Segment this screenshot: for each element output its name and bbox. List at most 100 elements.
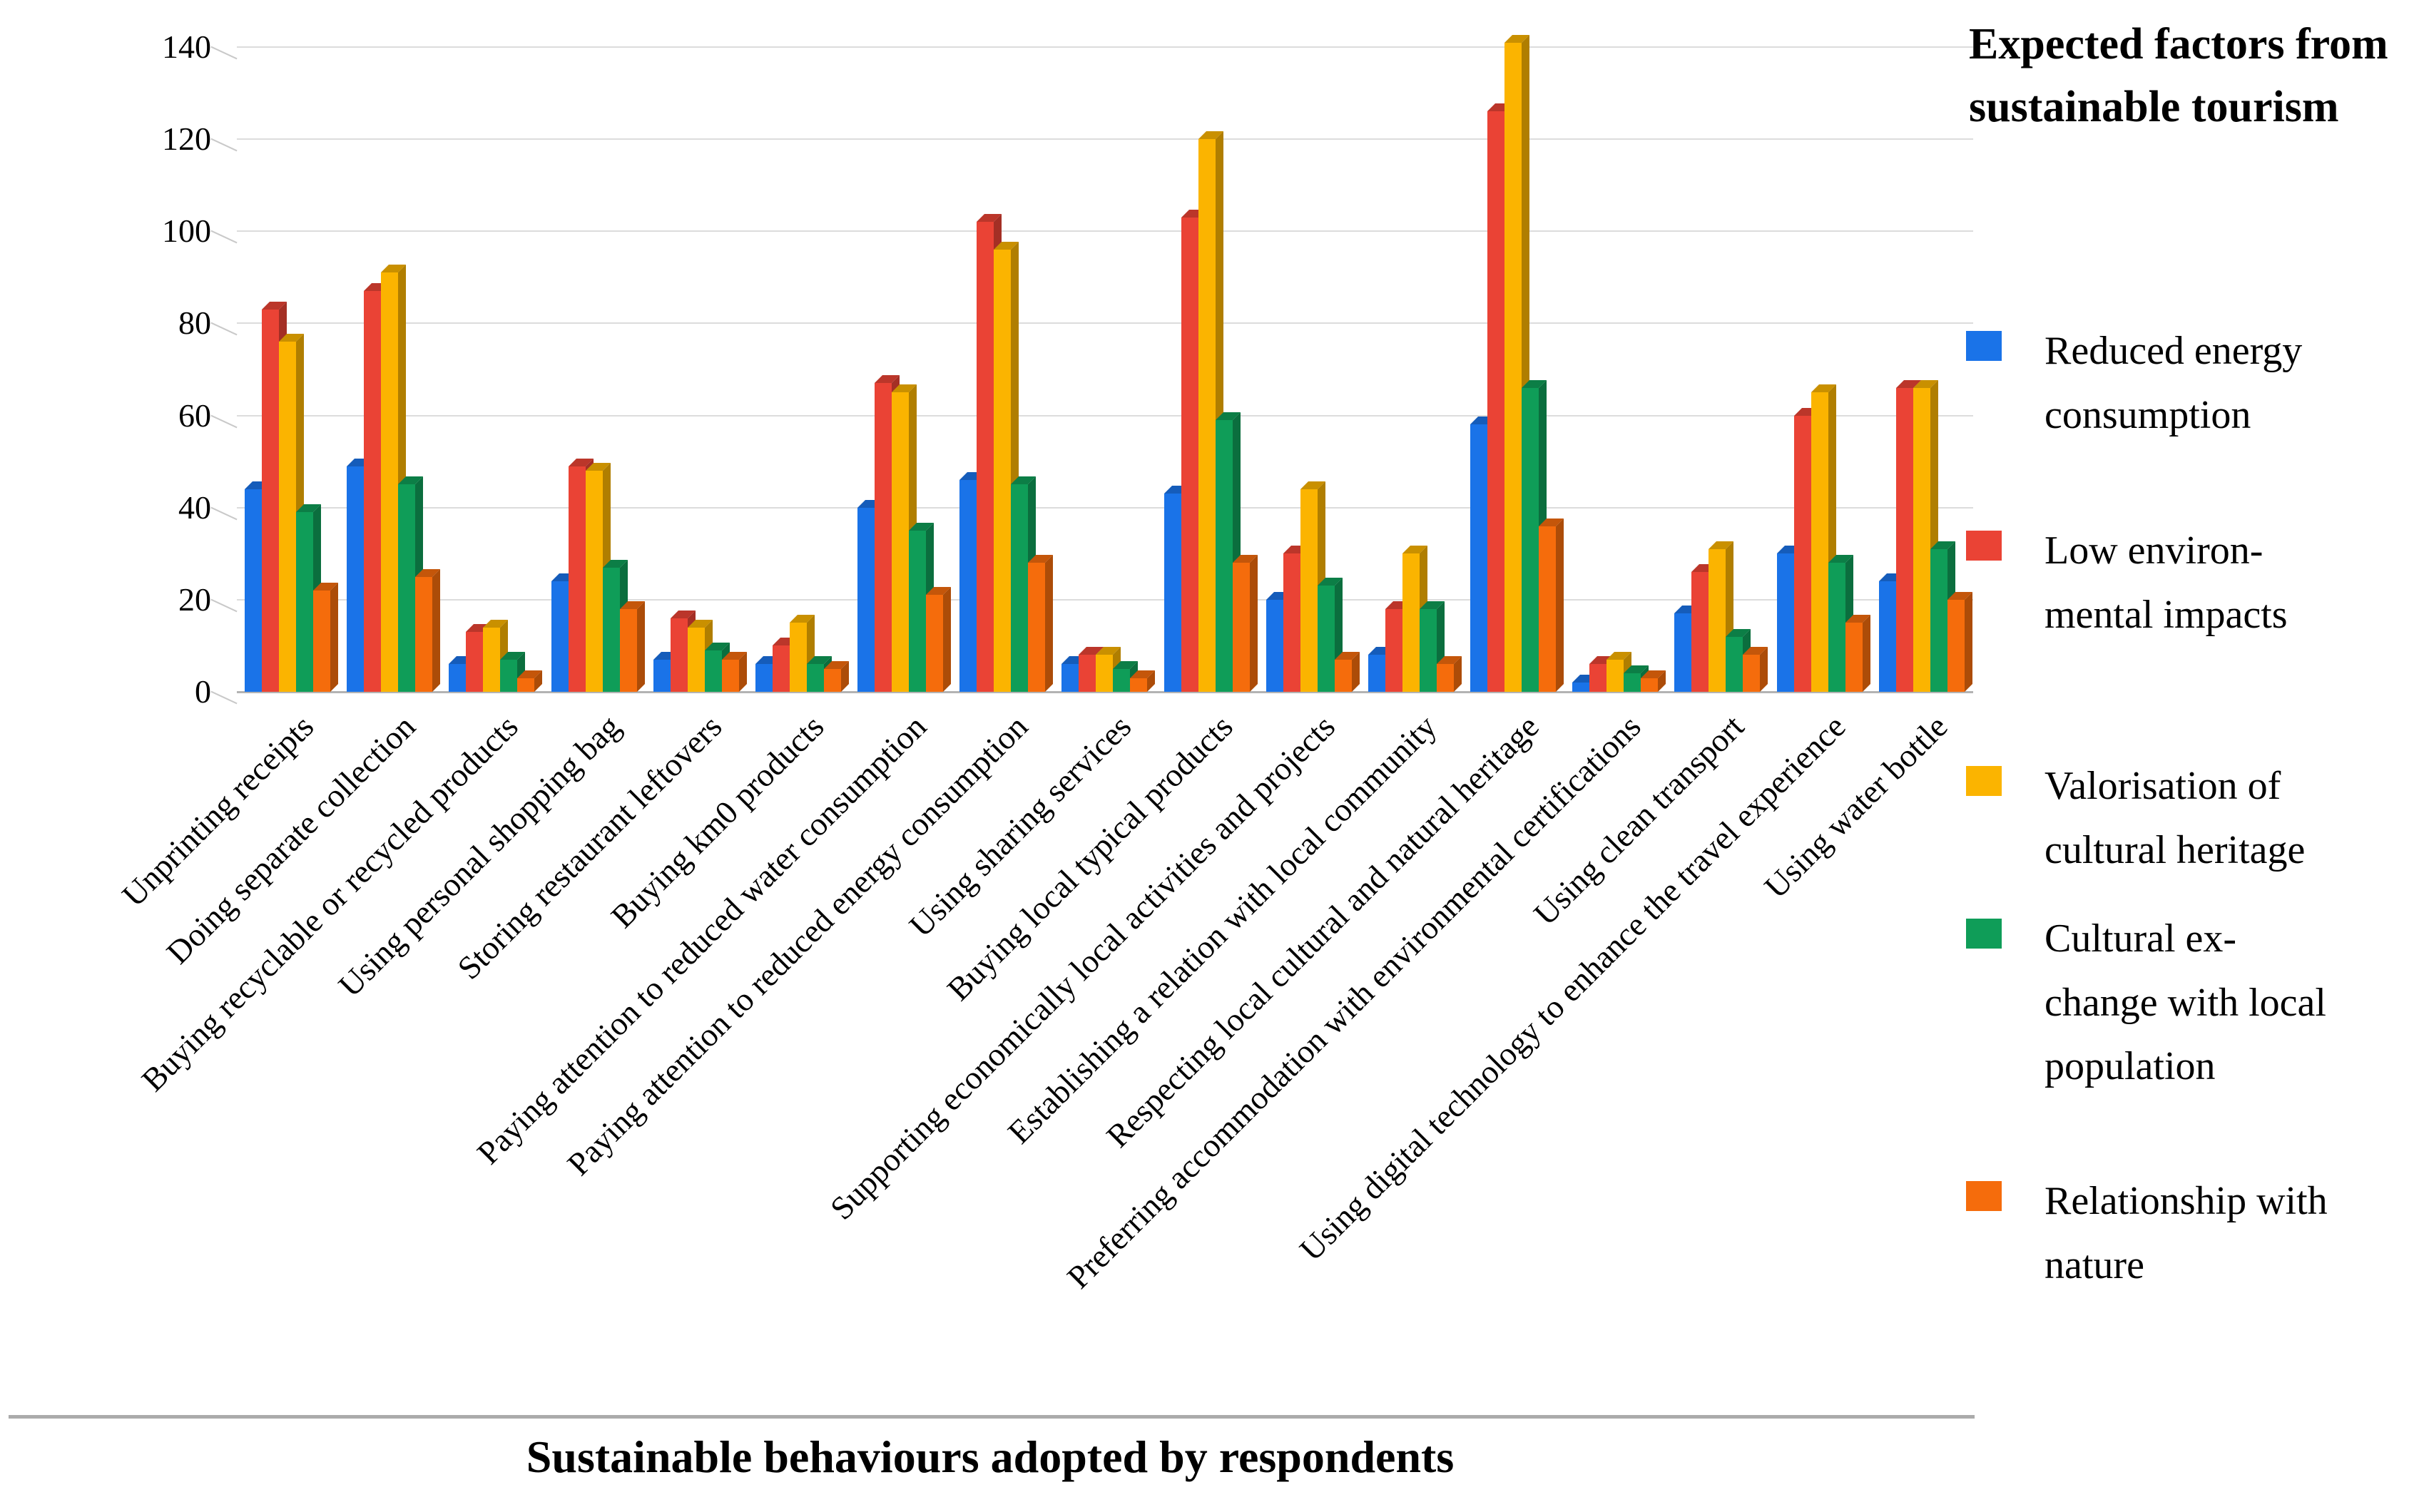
bar-relationship-with-nature [1437,656,1462,692]
bar-low-environmental-impacts [1896,380,1921,692]
bar-top-face [1726,629,1751,637]
bar-relationship-with-nature [517,670,542,692]
gridline-80 [237,322,1973,325]
bar-side-face [534,670,542,692]
bar-valorisation-of-cultural-heritage [1504,35,1529,692]
bar-front-face [569,466,586,692]
bar-front-face [1368,655,1385,692]
gridline-140 [237,46,1973,48]
gridline-tick-20 [210,598,238,613]
legend-item-label: Low environ- mental impacts [2045,528,2288,637]
bar-top-face [500,652,525,660]
gridline-20 [237,598,1973,601]
bar-top-face [245,481,270,489]
bar-top-face [1028,555,1053,563]
bar-relationship-with-nature [1845,615,1870,692]
bar-reduced-energy-consumption [653,652,678,692]
bar-cultural-exchange-with-local-population [1726,629,1751,692]
bar-side-face [943,587,951,692]
bar-side-face [1335,578,1343,692]
bar-front-face [1198,139,1216,692]
bar-reduced-energy-consumption [959,472,984,692]
bar-top-face [586,463,611,471]
bar-top-face [1624,665,1649,673]
bar-relationship-with-nature [1028,555,1053,692]
bar-front-face [977,222,994,692]
bar-low-environmental-impacts [1691,564,1716,692]
bar-front-face [381,272,398,692]
bar-front-face [620,609,637,692]
bar-valorisation-of-cultural-heritage [1300,481,1325,692]
bar-side-face [1863,615,1870,692]
bar-relationship-with-nature [1641,670,1666,692]
bar-front-face [1828,563,1845,692]
bar-top-face [1777,546,1802,553]
bar-cultural-exchange-with-local-population [1828,555,1853,692]
bar-front-face [1845,623,1863,692]
bar-top-face [1930,541,1955,549]
bar-front-face [1913,388,1930,692]
bar-reduced-energy-consumption [1777,546,1802,692]
bar-cultural-exchange-with-local-population [1930,541,1955,692]
bar-reduced-energy-consumption [1061,656,1086,692]
x-axis-title: Sustainable behaviours adopted by respon… [526,1431,1455,1482]
bar-top-face [824,661,849,669]
bar-top-face [1061,656,1086,664]
bar-top-face [755,656,780,664]
bar-side-face [637,601,645,692]
bar-top-face [773,638,798,645]
bar-valorisation-of-cultural-heritage [1709,541,1733,692]
bar-top-face [1335,652,1360,660]
bar-front-face [449,664,466,692]
bar-front-face [279,342,296,692]
bar-reduced-energy-consumption [245,481,270,692]
bar-top-face [892,384,917,392]
bar-reduced-energy-consumption [1368,647,1393,692]
bar-front-face [1589,664,1606,692]
bar-front-face [857,508,875,692]
bar-front-face [347,466,364,692]
bar-relationship-with-nature [1743,647,1768,692]
bar-top-face [1300,481,1325,489]
bar-front-face [1079,655,1096,692]
bar-top-face [1198,131,1223,139]
x-axis-line [237,691,1973,693]
bar-top-face [807,656,832,664]
gridline-60 [237,414,1973,417]
bar-front-face [262,310,279,692]
bar-top-face [909,523,934,531]
bar-top-face [1589,656,1614,664]
bar-relationship-with-nature [415,569,440,692]
bar-valorisation-of-cultural-heritage [994,242,1019,692]
bar-side-face [432,569,440,692]
y-tick-label: 140 [162,29,211,65]
gridline-tick-140 [210,46,238,60]
bar-side-face [1216,131,1223,692]
bar-top-face [1641,670,1666,678]
bar-reduced-energy-consumption [1266,592,1291,692]
bar-top-face [1385,601,1410,609]
bar-top-face [1504,35,1529,43]
bar-front-face [1385,609,1402,692]
bar-front-face [1896,388,1913,692]
bar-top-face [483,620,508,628]
bar-reduced-energy-consumption [1879,573,1904,692]
bar-top-face [1896,380,1921,388]
bar-reduced-energy-consumption [1572,675,1597,692]
bar-cultural-exchange-with-local-population [603,560,628,692]
bar-front-face [483,628,500,692]
bar-side-face [841,661,849,692]
bar-relationship-with-nature [620,601,645,692]
gridline-tick-100 [210,230,238,244]
bar-top-face [1913,380,1938,388]
bar-front-face [671,618,688,692]
bar-front-face [1624,673,1641,692]
bar-top-face [347,459,372,466]
bar-front-face [1028,563,1045,692]
legend-swatch-icon [1966,766,2002,796]
bar-front-face [1300,489,1318,692]
bar-valorisation-of-cultural-heritage [790,615,815,692]
bar-top-face [1522,380,1547,388]
bar-relationship-with-nature [1539,519,1564,692]
bar-top-face [1691,564,1716,572]
